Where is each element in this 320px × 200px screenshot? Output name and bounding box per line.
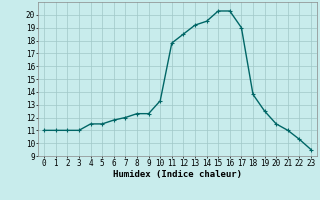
X-axis label: Humidex (Indice chaleur): Humidex (Indice chaleur) — [113, 170, 242, 179]
